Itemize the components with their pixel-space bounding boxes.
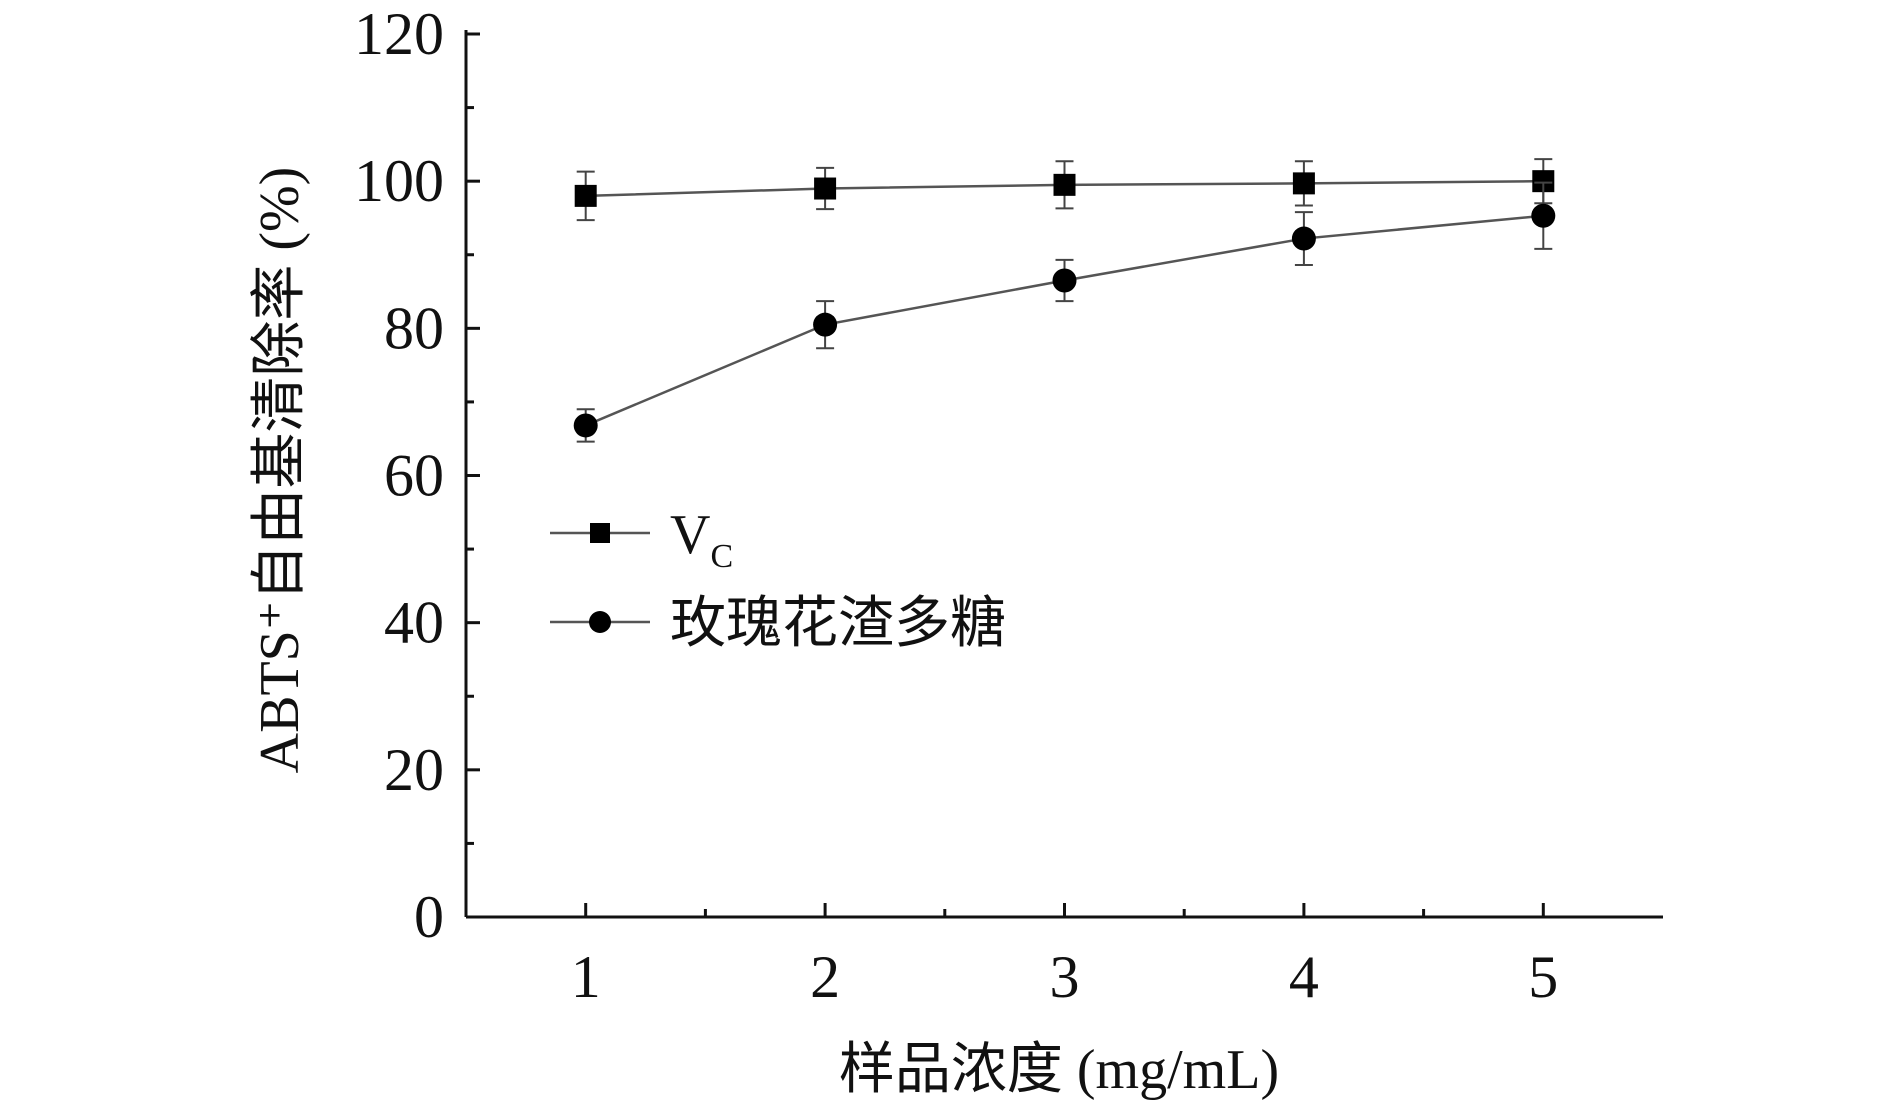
legend-label-main: V [670,504,710,566]
y-tick-label: 40 [384,590,444,656]
y-tick-label: 0 [414,884,444,950]
legend-item-1: VC [550,504,733,575]
legend-marker [590,523,610,543]
x-axis-title: 样品浓度 (mg/mL) [839,1039,1279,1101]
legend-item-2: 玫瑰花渣多糖 [550,593,1006,655]
y-tick-label: 80 [384,295,444,361]
x-tick-label: 5 [1528,944,1558,1010]
data-point [573,413,598,438]
series-layer [573,158,1556,443]
y-tick-label: 60 [384,443,444,509]
data-point [1532,170,1555,193]
series-line [585,214,1544,427]
data-point [1053,173,1076,196]
y-tick-label: 120 [354,1,444,67]
data-point [1531,203,1556,228]
data-point [814,177,837,200]
legend-label: 玫瑰花渣多糖 [670,593,1006,655]
y-tick-label: 100 [354,148,444,214]
x-tick-label: 2 [810,944,840,1010]
data-point [574,184,597,207]
data-point [1052,268,1077,293]
series-2 [573,181,1556,443]
y-tick-label: 20 [384,737,444,803]
x-tick-label: 1 [571,944,601,1010]
y-axis-title: ABTS⁺自由基清除率 (%) [249,167,311,774]
legend-label: VC [670,504,733,575]
data-point [1292,172,1315,195]
data-point [1291,226,1316,251]
x-tick-label: 3 [1050,944,1080,1010]
series-1 [574,158,1555,222]
legend-marker [589,611,611,633]
legend: VC 玫瑰花渣多糖 [550,504,1006,655]
axes: 0 20 40 60 80 100 120 1 2 3 4 5 [354,1,1663,1010]
legend-label-subscript: C [710,538,733,575]
x-tick-label: 4 [1289,944,1319,1010]
data-point [813,312,838,337]
